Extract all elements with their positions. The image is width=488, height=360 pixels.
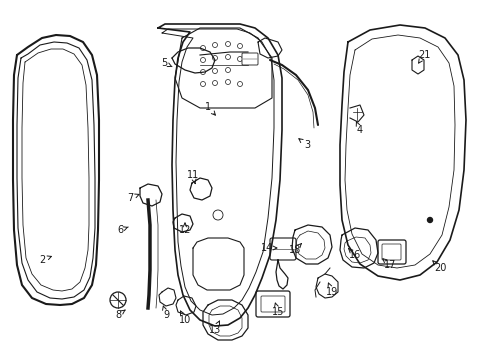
Text: 20: 20 [433,263,445,273]
Text: 4: 4 [356,125,362,135]
Text: 19: 19 [325,287,337,297]
Text: 16: 16 [348,250,360,260]
Text: 17: 17 [383,260,395,270]
Text: 14: 14 [260,243,273,253]
Circle shape [427,217,431,222]
Text: 15: 15 [271,307,284,317]
Text: 21: 21 [417,50,429,60]
Text: 12: 12 [179,225,191,235]
Text: 13: 13 [208,325,221,335]
Text: 11: 11 [186,170,199,180]
FancyBboxPatch shape [381,244,400,260]
Text: 8: 8 [115,310,121,320]
FancyBboxPatch shape [256,291,289,317]
FancyBboxPatch shape [269,238,295,260]
Text: 1: 1 [204,102,211,112]
Text: 2: 2 [39,255,45,265]
FancyBboxPatch shape [242,53,258,65]
Text: 3: 3 [304,140,309,150]
Text: 9: 9 [163,310,169,320]
Text: 6: 6 [117,225,123,235]
Text: 10: 10 [179,315,191,325]
Text: 18: 18 [288,245,301,255]
FancyBboxPatch shape [261,296,285,312]
FancyBboxPatch shape [377,240,405,264]
Text: 7: 7 [126,193,133,203]
Text: 5: 5 [161,58,167,68]
